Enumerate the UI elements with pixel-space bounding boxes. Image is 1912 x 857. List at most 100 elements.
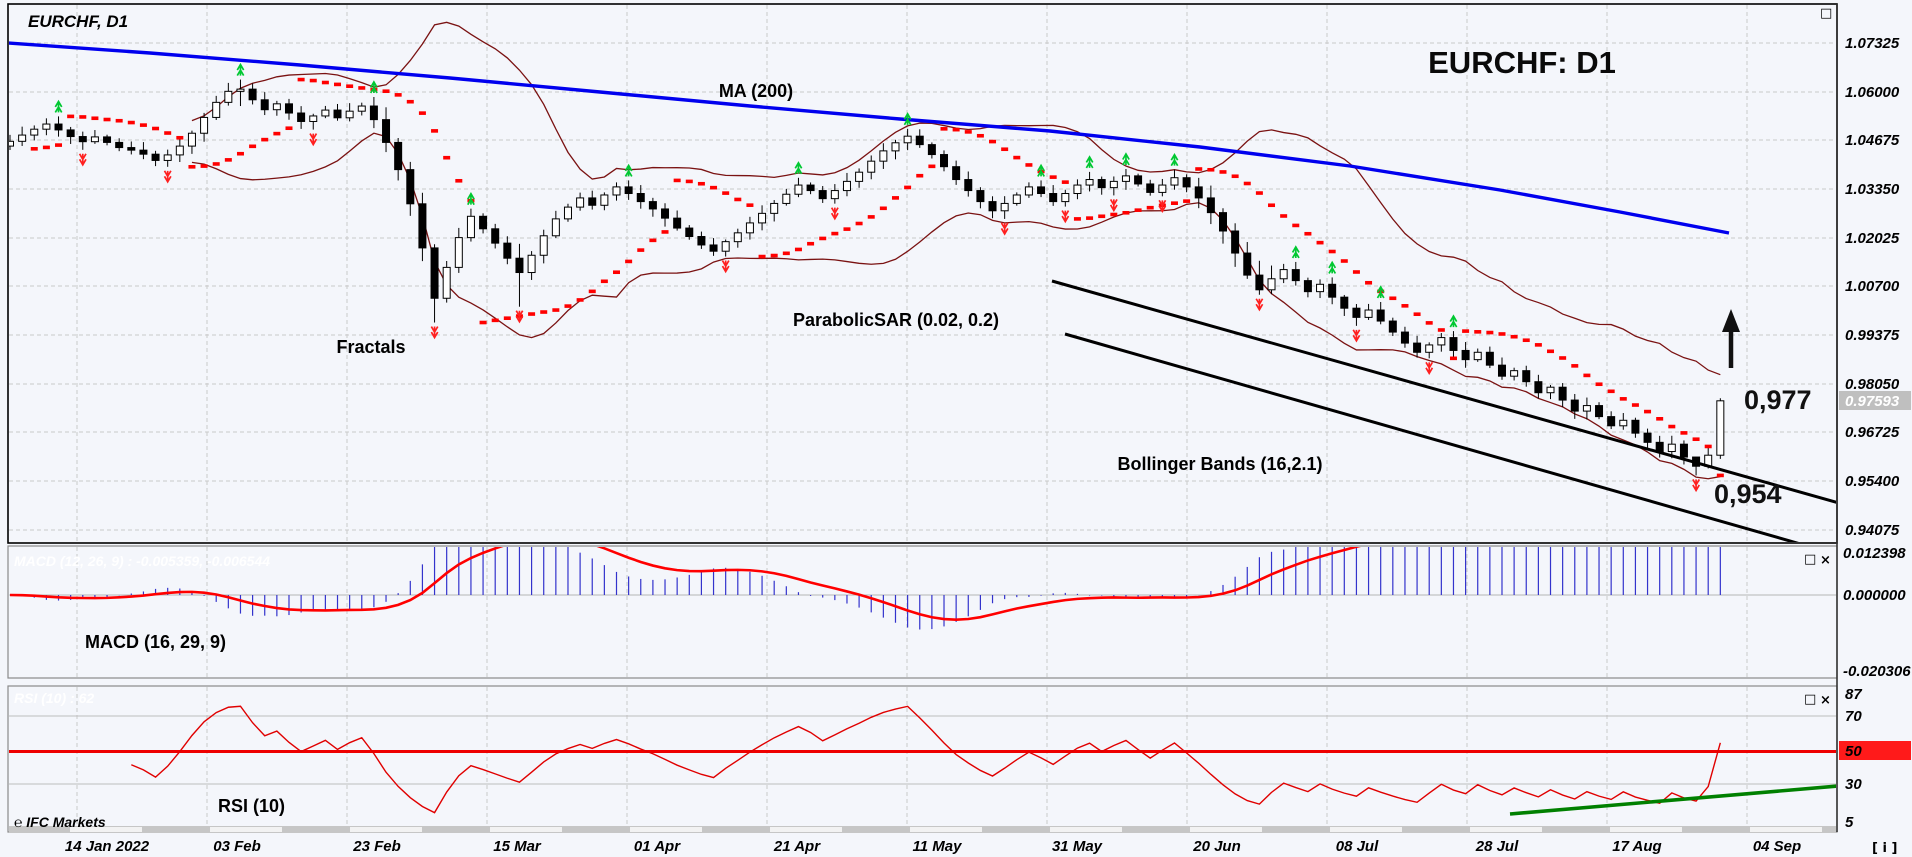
fractal-down-arrow — [721, 260, 730, 274]
scrollbar-segment[interactable] — [490, 827, 562, 832]
support-level-label: 0,954 — [1714, 479, 1782, 509]
scrollbar-segment[interactable] — [1470, 827, 1542, 832]
macd-restore-icon[interactable]: □ — [1804, 552, 1816, 567]
candle-body — [988, 201, 997, 212]
psar-dot — [879, 206, 887, 211]
psar-dot — [1146, 205, 1154, 210]
candle-body — [200, 116, 209, 134]
candle-body — [600, 194, 609, 206]
psar-dot — [273, 131, 281, 136]
macd-close-icon[interactable]: × — [1820, 553, 1831, 568]
psar-dot — [1559, 356, 1567, 360]
rsi-axis-label: 87 — [1845, 686, 1862, 703]
psar-dot — [1619, 397, 1627, 401]
candle-body — [940, 154, 949, 168]
candle-body — [1000, 202, 1009, 212]
macd-panel — [7, 545, 1838, 679]
psar-dot — [1195, 167, 1203, 171]
scrollbar-segment[interactable] — [210, 827, 282, 832]
psar-dot — [1025, 163, 1033, 167]
fractal-up-arrow — [236, 62, 245, 76]
psar-dot — [576, 298, 584, 302]
copyright-label: ℮ IFC Markets — [14, 814, 106, 830]
candle-body — [394, 141, 403, 171]
fractal-up-arrow — [467, 191, 475, 206]
psar-dot — [722, 191, 730, 195]
rsi-panel — [7, 685, 1838, 833]
fractal-up-arrow — [1037, 163, 1045, 177]
info-icon[interactable]: [ i ] — [1872, 841, 1897, 856]
psar-dot — [1340, 259, 1348, 263]
candle-body — [527, 254, 536, 274]
psar-dot — [734, 197, 742, 202]
resistance-level-label: 0,977 — [1744, 385, 1812, 415]
price-axis-label: 1.07325 — [1845, 35, 1900, 52]
candle-body — [1316, 283, 1325, 293]
candle-body — [903, 135, 912, 144]
horizontal-scrollbar[interactable] — [9, 826, 1836, 833]
psar-dot — [212, 162, 220, 166]
rsi-50-badge — [1839, 741, 1911, 760]
psar-dot — [491, 318, 499, 323]
candle-body — [1206, 197, 1215, 214]
rsi-axis-label: 5 — [1845, 814, 1854, 831]
candle-body — [794, 184, 803, 195]
fractal-down-arrow — [1158, 199, 1167, 214]
scrollbar-segment[interactable] — [350, 827, 422, 832]
psar-dot — [989, 139, 997, 144]
psar-dot — [1280, 214, 1288, 218]
candle-body — [758, 212, 767, 224]
candle-body — [867, 160, 876, 173]
candle-body — [1631, 419, 1640, 434]
scrollbar-segment[interactable] — [1330, 827, 1402, 832]
rsi-restore-icon2[interactable]: □ — [1804, 692, 1816, 707]
candle-body — [248, 88, 257, 101]
candle-body — [770, 202, 779, 214]
psar-dot — [1243, 181, 1251, 186]
psar-dot — [358, 86, 366, 90]
price-axis-label: 0.95400 — [1845, 473, 1900, 490]
ma200-curve — [9, 41, 1730, 235]
candle-body — [260, 99, 269, 111]
scrollbar-segment[interactable] — [1190, 827, 1262, 832]
psar-dot — [1086, 216, 1094, 220]
psar-dot — [1389, 296, 1397, 301]
psar-dot — [1413, 312, 1421, 317]
candle-body — [1037, 186, 1046, 195]
scrollbar-segment[interactable] — [1050, 827, 1122, 832]
psar-dot — [406, 99, 414, 104]
fractal-up-arrow — [1449, 314, 1458, 328]
candle-body — [1097, 179, 1106, 189]
main-restore-icon[interactable]: □ — [1820, 6, 1832, 21]
candle-body — [563, 206, 572, 220]
macd-axis-label: -0.020306 — [1843, 663, 1911, 680]
fractals-label: Fractals — [336, 337, 405, 357]
scrollbar-segment[interactable] — [1750, 827, 1822, 832]
price-axis-label: 0.96725 — [1845, 424, 1900, 441]
candle-body — [539, 235, 548, 256]
psar-dot — [697, 181, 705, 186]
candle-body — [1546, 386, 1555, 394]
psar-dot — [637, 248, 645, 252]
scrollbar-segment[interactable] — [910, 827, 982, 832]
scrollbar-segment[interactable] — [630, 827, 702, 832]
psar-dot — [625, 259, 633, 264]
price-axis-label: 1.00700 — [1845, 278, 1900, 295]
rsi-curve — [131, 705, 1722, 814]
psar-dot — [673, 178, 681, 183]
chart-title: EURCHF: D1 — [1428, 45, 1616, 80]
scrollbar-segment[interactable] — [70, 827, 142, 832]
scrollbar-segment[interactable] — [1610, 827, 1682, 832]
candle-body — [952, 166, 961, 181]
candle-body — [442, 266, 451, 299]
rsi-close-icon[interactable]: × — [1820, 693, 1831, 708]
scrollbar-segment[interactable] — [770, 827, 842, 832]
psar-dot — [1207, 167, 1215, 172]
up-arrow-head — [1722, 309, 1740, 332]
candle-body — [976, 190, 985, 203]
psar-dot — [418, 111, 426, 115]
candle-body — [1134, 175, 1143, 185]
candle-body — [18, 134, 27, 142]
fractal-down-arrow — [1109, 198, 1118, 213]
